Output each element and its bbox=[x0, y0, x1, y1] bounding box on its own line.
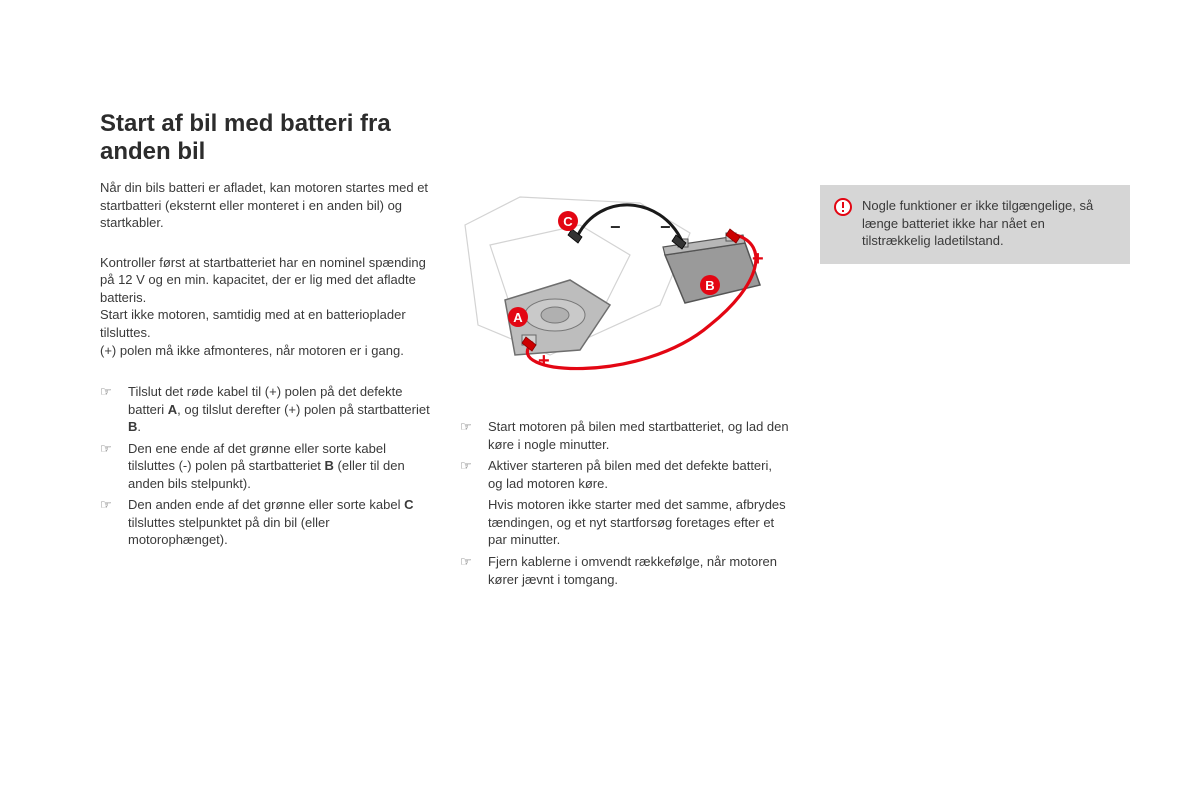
notice-text: Nogle funktioner er ikke tilgængelige, s… bbox=[862, 197, 1116, 250]
column-left: Når din bils batteri er afladet, kan mot… bbox=[100, 179, 430, 592]
list-item: ☞ Tilslut det røde kabel til (+) polen p… bbox=[100, 383, 430, 436]
minus-booster: − bbox=[660, 217, 671, 237]
steps-list-left: ☞ Tilslut det røde kabel til (+) polen p… bbox=[100, 383, 430, 549]
bullet-icon: ☞ bbox=[460, 418, 472, 436]
column-right: Nogle funktioner er ikke tilgængelige, s… bbox=[820, 179, 1130, 592]
list-text: Den ene ende af det grønne eller sorte k… bbox=[128, 441, 405, 491]
list-text: Hvis motoren ikke starter med det samme,… bbox=[488, 497, 786, 547]
page-title: Start af bil med batteri fra anden bil bbox=[100, 110, 440, 165]
plus-own: + bbox=[538, 350, 550, 372]
plus-booster: + bbox=[752, 248, 764, 270]
list-text: Start motoren på bilen med startbatterie… bbox=[488, 419, 789, 452]
list-item: ☞ Start motoren på bilen med startbatter… bbox=[460, 418, 790, 453]
bullet-icon: ☞ bbox=[460, 457, 472, 475]
minus-own: − bbox=[610, 217, 621, 237]
bullet-icon: ☞ bbox=[100, 440, 112, 458]
jumpstart-diagram: − − + + A B C bbox=[460, 185, 770, 385]
notice-box: Nogle funktioner er ikke tilgængelige, s… bbox=[820, 185, 1130, 264]
paragraph-check: Kontroller først at startbatteriet har e… bbox=[100, 254, 430, 307]
bullet-icon: ☞ bbox=[100, 496, 112, 514]
list-item: ☞ Aktiver starteren på bilen med det def… bbox=[460, 457, 790, 492]
list-item: ☞ Den anden ende af det grønne eller sor… bbox=[100, 496, 430, 549]
column-middle: − − + + A B C ☞ Start motoren på bilen m… bbox=[460, 179, 790, 592]
list-text: Den anden ende af det grønne eller sorte… bbox=[128, 497, 413, 547]
list-text: Aktiver starteren på bilen med det defek… bbox=[488, 458, 772, 491]
list-item-note: Hvis motoren ikke starter med det samme,… bbox=[460, 496, 790, 549]
svg-text:C: C bbox=[563, 214, 573, 229]
list-text: Fjern kablerne i omvendt rækkefølge, når… bbox=[488, 554, 777, 587]
paragraph-plus-pole: (+) polen må ikke afmonteres, når motore… bbox=[100, 342, 430, 360]
warning-icon bbox=[834, 198, 852, 216]
paragraph-dont-start: Start ikke motoren, samtidig med at en b… bbox=[100, 306, 430, 341]
svg-text:A: A bbox=[513, 310, 523, 325]
label-c: C bbox=[558, 211, 578, 231]
steps-list-middle: ☞ Start motoren på bilen med startbatter… bbox=[460, 418, 790, 588]
label-b: B bbox=[700, 275, 720, 295]
label-a: A bbox=[508, 307, 528, 327]
list-item: ☞ Fjern kablerne i omvendt rækkefølge, n… bbox=[460, 553, 790, 588]
bullet-icon: ☞ bbox=[460, 553, 472, 571]
list-item: ☞ Den ene ende af det grønne eller sorte… bbox=[100, 440, 430, 493]
svg-text:B: B bbox=[705, 278, 714, 293]
intro-paragraph: Når din bils batteri er afladet, kan mot… bbox=[100, 179, 430, 232]
bullet-icon: ☞ bbox=[100, 383, 112, 401]
list-text: Tilslut det røde kabel til (+) polen på … bbox=[128, 384, 430, 434]
